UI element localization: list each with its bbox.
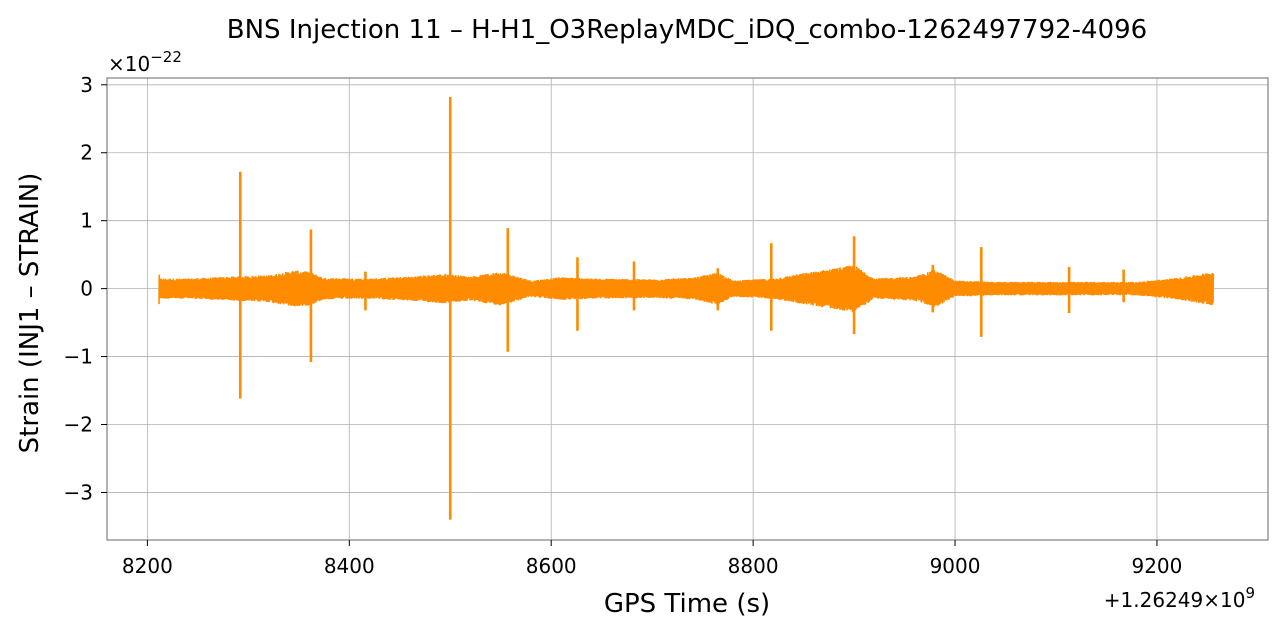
y-tick-label: −1 bbox=[64, 345, 93, 369]
grid-lines bbox=[107, 78, 1268, 540]
x-tick-label: 9000 bbox=[930, 554, 981, 578]
y-tick-label: 1 bbox=[80, 209, 93, 233]
x-tick-label: 8200 bbox=[122, 554, 173, 578]
x-axis-label: GPS Time (s) bbox=[604, 589, 770, 619]
x-tick-label: 8400 bbox=[324, 554, 375, 578]
x-tick-label: 8600 bbox=[526, 554, 577, 578]
y-scale-base: ×10 bbox=[108, 52, 150, 76]
chart-title: BNS Injection 11 – H-H1_O3ReplayMDC_iDQ_… bbox=[227, 15, 1147, 45]
y-tick-label: 2 bbox=[80, 141, 93, 165]
y-tick-label: 0 bbox=[80, 277, 93, 301]
y-scale-factor: ×10−22 bbox=[108, 48, 182, 76]
x-tick-label: 8800 bbox=[728, 554, 779, 578]
axes-frame bbox=[106, 77, 1269, 541]
y-tick-label: −2 bbox=[64, 413, 93, 437]
y-tick-label: 3 bbox=[80, 73, 93, 97]
x-axis-ticks: 8200 8400 8600 8800 9000 9200 bbox=[122, 540, 1182, 578]
y-tick-label: −3 bbox=[64, 480, 93, 504]
x-offset-base: +1.26249×10 bbox=[1104, 588, 1246, 612]
y-scale-exponent: −22 bbox=[150, 48, 182, 66]
y-axis-label: Strain (INJ1 – STRAIN) bbox=[15, 173, 45, 454]
plot-area bbox=[158, 97, 1215, 520]
x-tick-label: 9200 bbox=[1131, 554, 1182, 578]
x-offset-factor: +1.26249×109 bbox=[1104, 584, 1255, 612]
strain-series-line bbox=[158, 265, 1215, 313]
svg-text:×10−22: ×10−22 bbox=[108, 48, 182, 76]
y-axis-ticks: −3 −2 −1 0 1 2 3 bbox=[64, 73, 107, 504]
svg-text:+1.26249×109: +1.26249×109 bbox=[1104, 584, 1255, 612]
x-offset-exponent: 9 bbox=[1245, 584, 1255, 602]
